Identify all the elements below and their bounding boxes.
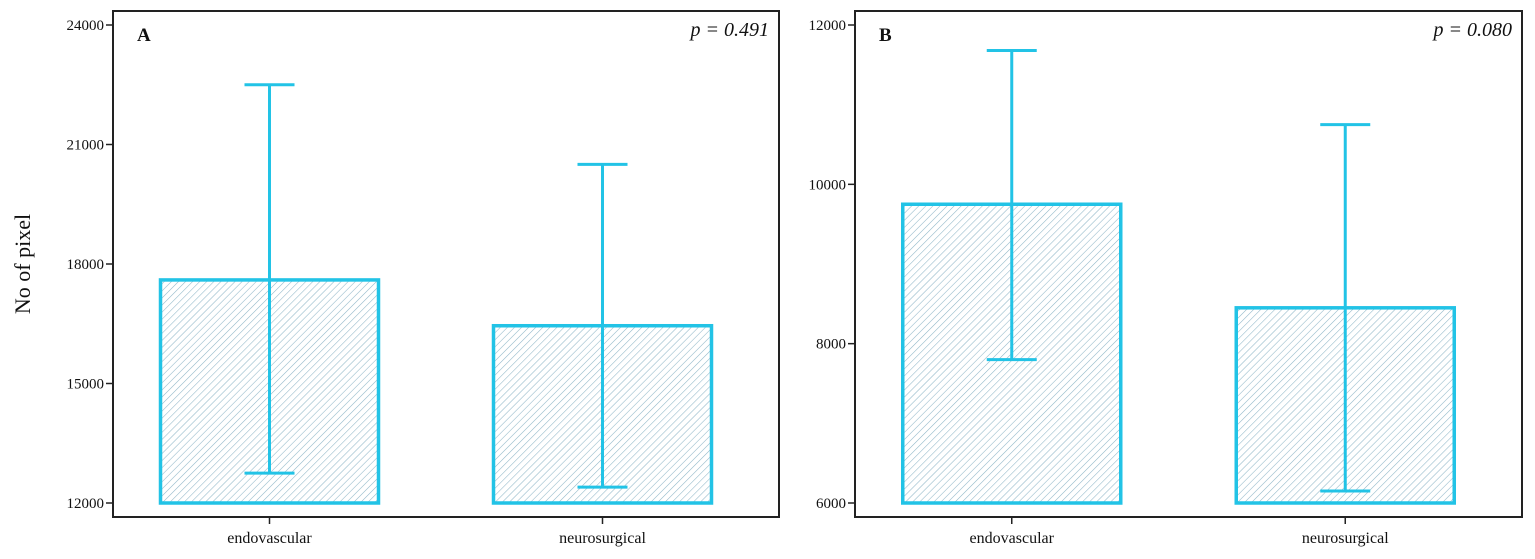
x-tick-label-neurosurgical: neurosurgical <box>559 530 646 547</box>
p-value-annotation: p = 0.491 <box>689 19 770 41</box>
y-tick-label: 21000 <box>67 138 105 154</box>
p-value-annotation: p = 0.080 <box>1432 19 1513 41</box>
y-tick-label: 12000 <box>809 18 847 34</box>
x-tick-label-endovascular: endovascular <box>970 530 1055 547</box>
plot-frame <box>854 10 1523 518</box>
panel-letter: A <box>137 25 151 46</box>
x-tick-label-endovascular: endovascular <box>227 530 312 547</box>
y-tick-label: 18000 <box>67 257 105 273</box>
chart-panel-a: 12000 15000 18000 21000 24000 endovascular neu… <box>10 10 780 547</box>
y-tick-label: 15000 <box>67 377 105 393</box>
y-tick-label: 8000 <box>816 337 846 353</box>
y-tick-label: 10000 <box>809 177 847 193</box>
x-tick-label-neurosurgical: neurosurgical <box>1302 530 1389 547</box>
chart-panel-b: 6000 8000 10000 12000 endovascular neurosurgi… <box>809 10 1523 547</box>
y-tick-label: 12000 <box>67 496 105 512</box>
panel-letter: B <box>879 25 892 46</box>
y-tick-label: 24000 <box>67 18 105 34</box>
y-tick-label: 6000 <box>816 496 846 512</box>
y-axis-label: No of pixel <box>10 214 35 314</box>
